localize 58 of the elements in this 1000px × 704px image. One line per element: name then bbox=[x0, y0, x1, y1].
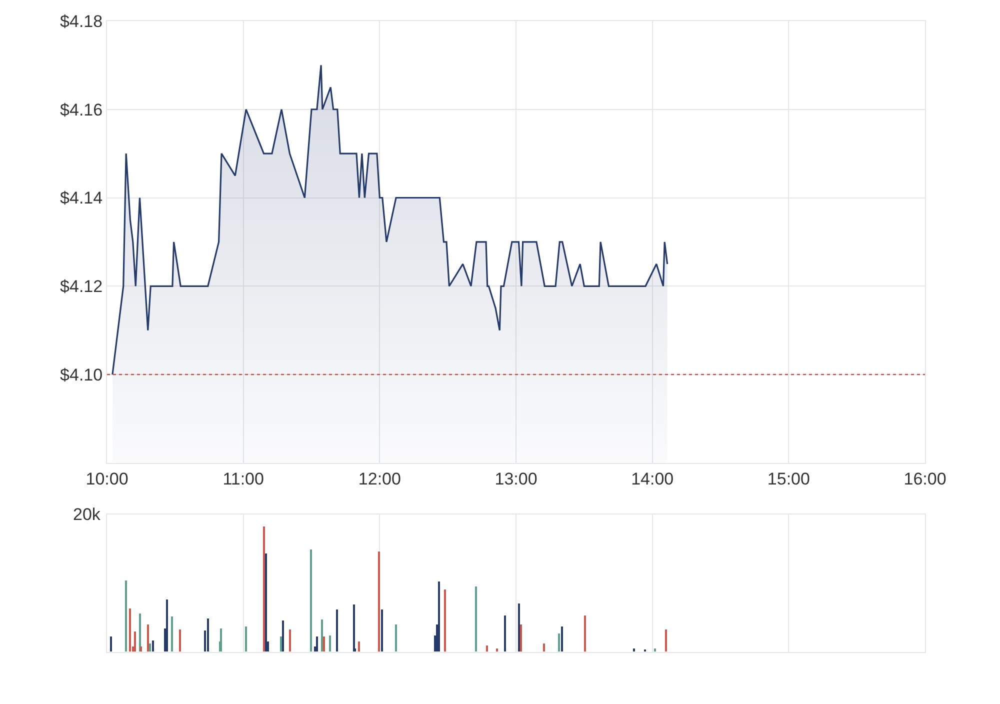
bar bbox=[444, 590, 446, 652]
bar bbox=[323, 636, 325, 652]
bar bbox=[558, 634, 560, 652]
x-tick-label: 16:00 bbox=[904, 469, 946, 488]
bar bbox=[265, 554, 267, 652]
bar bbox=[134, 632, 136, 652]
bar bbox=[245, 626, 247, 652]
bar bbox=[378, 552, 380, 652]
bar bbox=[381, 610, 383, 652]
bar bbox=[486, 646, 488, 652]
bar bbox=[147, 624, 149, 652]
bar bbox=[438, 582, 440, 652]
bar bbox=[561, 626, 563, 652]
bar bbox=[316, 636, 318, 652]
bar bbox=[166, 600, 168, 652]
y-tick-label: $4.10 bbox=[60, 365, 103, 384]
bar bbox=[353, 604, 355, 652]
x-tick-label: 11:00 bbox=[222, 469, 264, 488]
bar bbox=[358, 642, 360, 652]
bar bbox=[282, 620, 284, 652]
bar bbox=[475, 586, 477, 652]
bar bbox=[289, 630, 291, 652]
bar bbox=[179, 630, 181, 652]
bar bbox=[336, 610, 338, 652]
text: 20k bbox=[73, 505, 101, 524]
bar bbox=[496, 648, 498, 652]
x-tick-label: 15:00 bbox=[767, 469, 810, 488]
bar bbox=[139, 614, 141, 652]
bar bbox=[584, 616, 586, 652]
bar bbox=[152, 640, 154, 652]
x-tick-label: 14:00 bbox=[631, 469, 674, 488]
bar bbox=[310, 550, 312, 652]
y-tick-label: $4.14 bbox=[60, 188, 103, 208]
bar bbox=[633, 648, 635, 652]
bar bbox=[654, 648, 656, 652]
bar bbox=[110, 636, 112, 652]
x-tick-label: 10:00 bbox=[86, 469, 128, 488]
x-tick-label: 12:00 bbox=[358, 469, 401, 488]
bar bbox=[280, 636, 282, 652]
bar bbox=[263, 526, 265, 652]
y-tick-label: $4.12 bbox=[60, 277, 103, 296]
y-tick-label: $4.16 bbox=[60, 100, 103, 120]
x-tick-label: 13:00 bbox=[494, 469, 538, 488]
bar bbox=[207, 618, 209, 652]
y-tick-label: $4.18 bbox=[60, 12, 103, 31]
bar bbox=[665, 630, 667, 652]
bar bbox=[140, 646, 142, 652]
bar bbox=[520, 624, 522, 652]
bar bbox=[329, 636, 331, 652]
bar bbox=[171, 616, 173, 652]
bar bbox=[543, 644, 545, 652]
bar bbox=[321, 620, 323, 652]
bar bbox=[395, 624, 397, 652]
bar bbox=[518, 604, 520, 652]
bar bbox=[149, 644, 151, 652]
bar bbox=[125, 580, 127, 652]
bar bbox=[129, 608, 131, 652]
bar bbox=[504, 616, 506, 652]
